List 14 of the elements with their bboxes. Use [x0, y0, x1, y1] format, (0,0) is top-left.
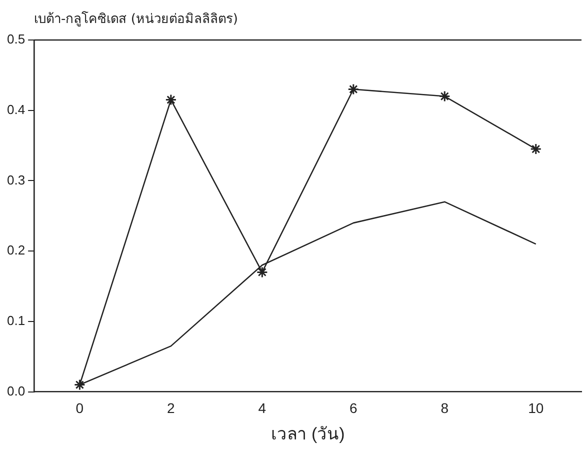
x-tick-label: 6 — [350, 400, 358, 416]
x-axis-title: เวลา (วัน) — [270, 424, 345, 444]
x-tick-label: 8 — [440, 400, 449, 416]
y-tick-label: 0.1 — [6, 313, 26, 328]
x-tick-label: 0 — [76, 400, 84, 416]
y-tick-label: 0.5 — [6, 32, 26, 47]
y-tick-label: 0.2 — [6, 242, 26, 258]
x-tick-label: 2 — [167, 400, 176, 416]
y-axis-title: เบต้า-กลูโคซิเดส (หน่วยต่อมิลลิลิตร) — [34, 10, 238, 29]
x-tick-label: 4 — [258, 400, 266, 416]
y-tick-label: 0.4 — [6, 102, 26, 117]
y-tick-label: 0.0 — [6, 383, 26, 398]
x-tick-label: 10 — [528, 400, 544, 416]
y-tick-label: 0.3 — [6, 172, 26, 188]
